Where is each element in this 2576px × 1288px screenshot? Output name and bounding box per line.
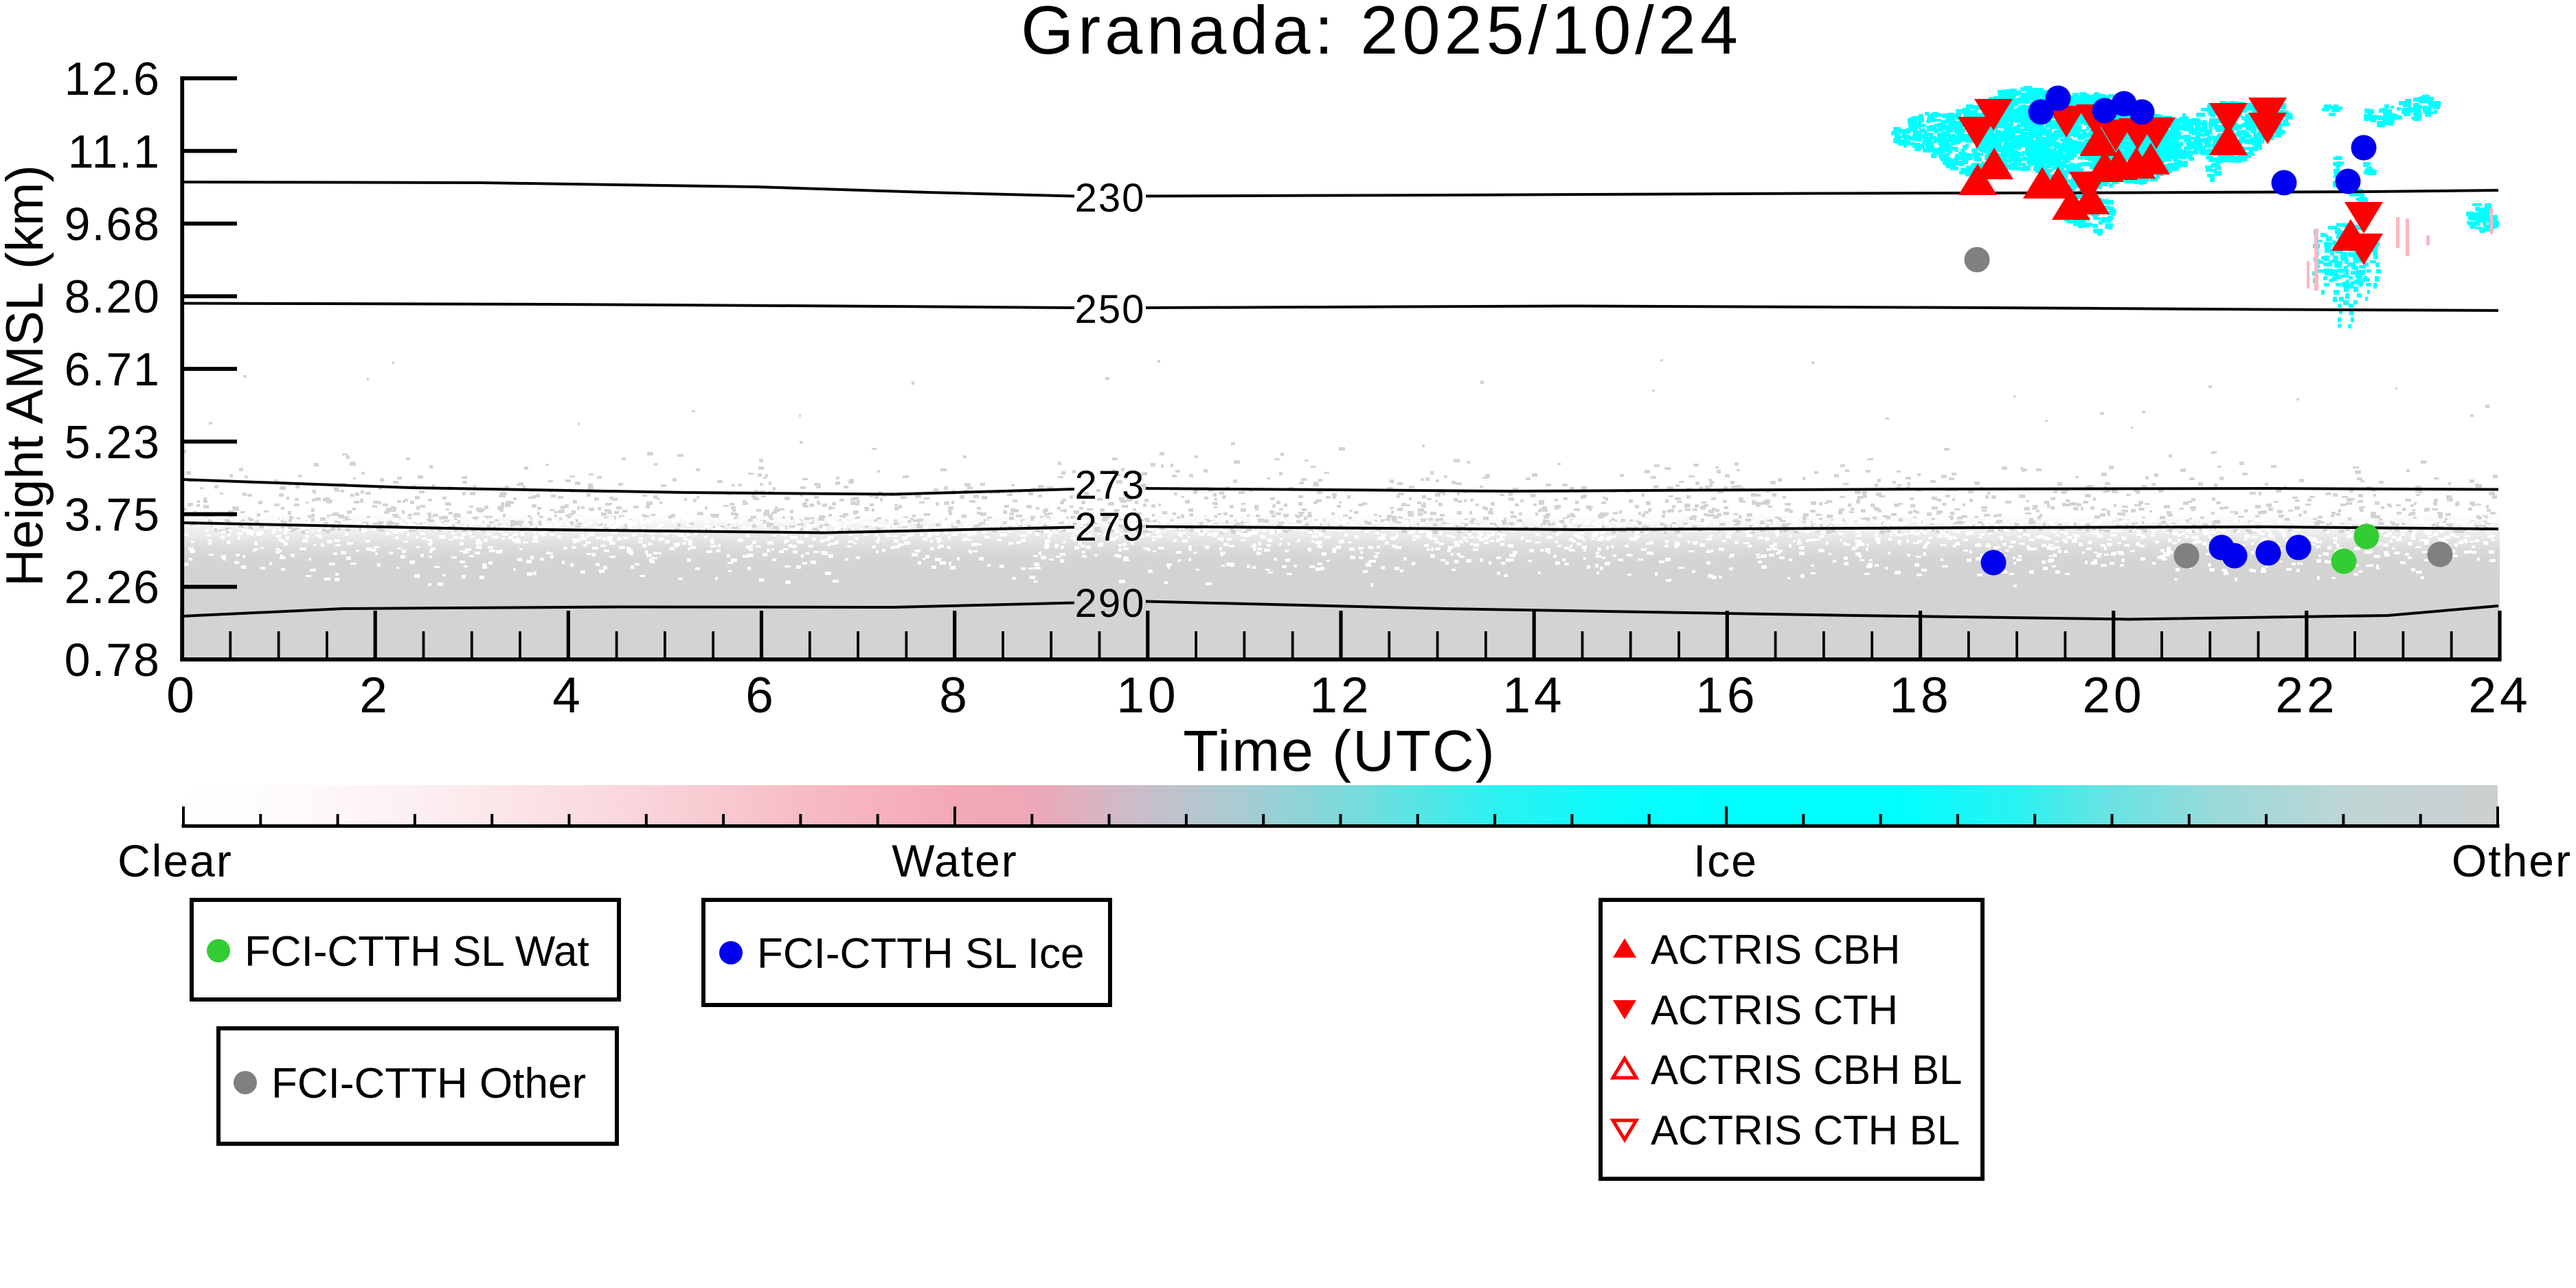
svg-text:12.6: 12.6 (65, 53, 161, 105)
svg-text:20: 20 (2082, 668, 2145, 723)
svg-text:290: 290 (1075, 581, 1146, 626)
svg-text:ACTRIS CTH: ACTRIS CTH (1651, 987, 1898, 1033)
svg-text:279: 279 (1075, 505, 1146, 550)
svg-text:ACTRIS CTH BL: ACTRIS CTH BL (1651, 1107, 1960, 1153)
svg-text:Other: Other (2452, 835, 2572, 886)
svg-text:9.68: 9.68 (65, 199, 161, 251)
svg-text:11.1: 11.1 (68, 126, 161, 178)
svg-text:6.71: 6.71 (65, 343, 161, 396)
svg-text:Granada: 2025/10/24: Granada: 2025/10/24 (1021, 0, 1742, 68)
svg-text:Clear: Clear (117, 835, 233, 886)
svg-text:230: 230 (1075, 176, 1146, 221)
svg-text:12: 12 (1309, 668, 1372, 723)
svg-text:FCI-CTTH SL Ice: FCI-CTTH SL Ice (757, 930, 1085, 978)
svg-text:Water: Water (892, 835, 1018, 886)
svg-text:Time (UTC): Time (UTC) (1183, 719, 1495, 783)
svg-text:8.20: 8.20 (65, 271, 161, 323)
svg-text:18: 18 (1889, 668, 1952, 723)
svg-text:5.23: 5.23 (65, 416, 161, 468)
svg-text:273: 273 (1075, 463, 1146, 508)
svg-text:Height AMSL (km): Height AMSL (km) (0, 165, 54, 587)
svg-text:22: 22 (2275, 668, 2338, 723)
svg-text:14: 14 (1502, 668, 1565, 723)
svg-text:3.75: 3.75 (65, 489, 161, 541)
svg-text:4: 4 (552, 668, 584, 723)
svg-text:0: 0 (166, 668, 198, 723)
svg-text:250: 250 (1075, 287, 1146, 332)
svg-text:24: 24 (2468, 668, 2531, 723)
svg-text:2.26: 2.26 (65, 561, 161, 613)
svg-text:6: 6 (745, 668, 777, 723)
svg-text:0.78: 0.78 (65, 634, 161, 686)
svg-text:8: 8 (939, 668, 971, 723)
svg-text:10: 10 (1116, 668, 1179, 723)
svg-text:ACTRIS CBH BL: ACTRIS CBH BL (1651, 1047, 1962, 1093)
svg-text:2: 2 (359, 668, 391, 723)
svg-text:ACTRIS CBH: ACTRIS CBH (1651, 927, 1900, 973)
svg-text:Ice: Ice (1693, 835, 1758, 886)
svg-text:FCI-CTTH Other: FCI-CTTH Other (271, 1060, 586, 1107)
svg-text:16: 16 (1695, 668, 1758, 723)
svg-text:FCI-CTTH SL Wat: FCI-CTTH SL Wat (245, 928, 589, 975)
